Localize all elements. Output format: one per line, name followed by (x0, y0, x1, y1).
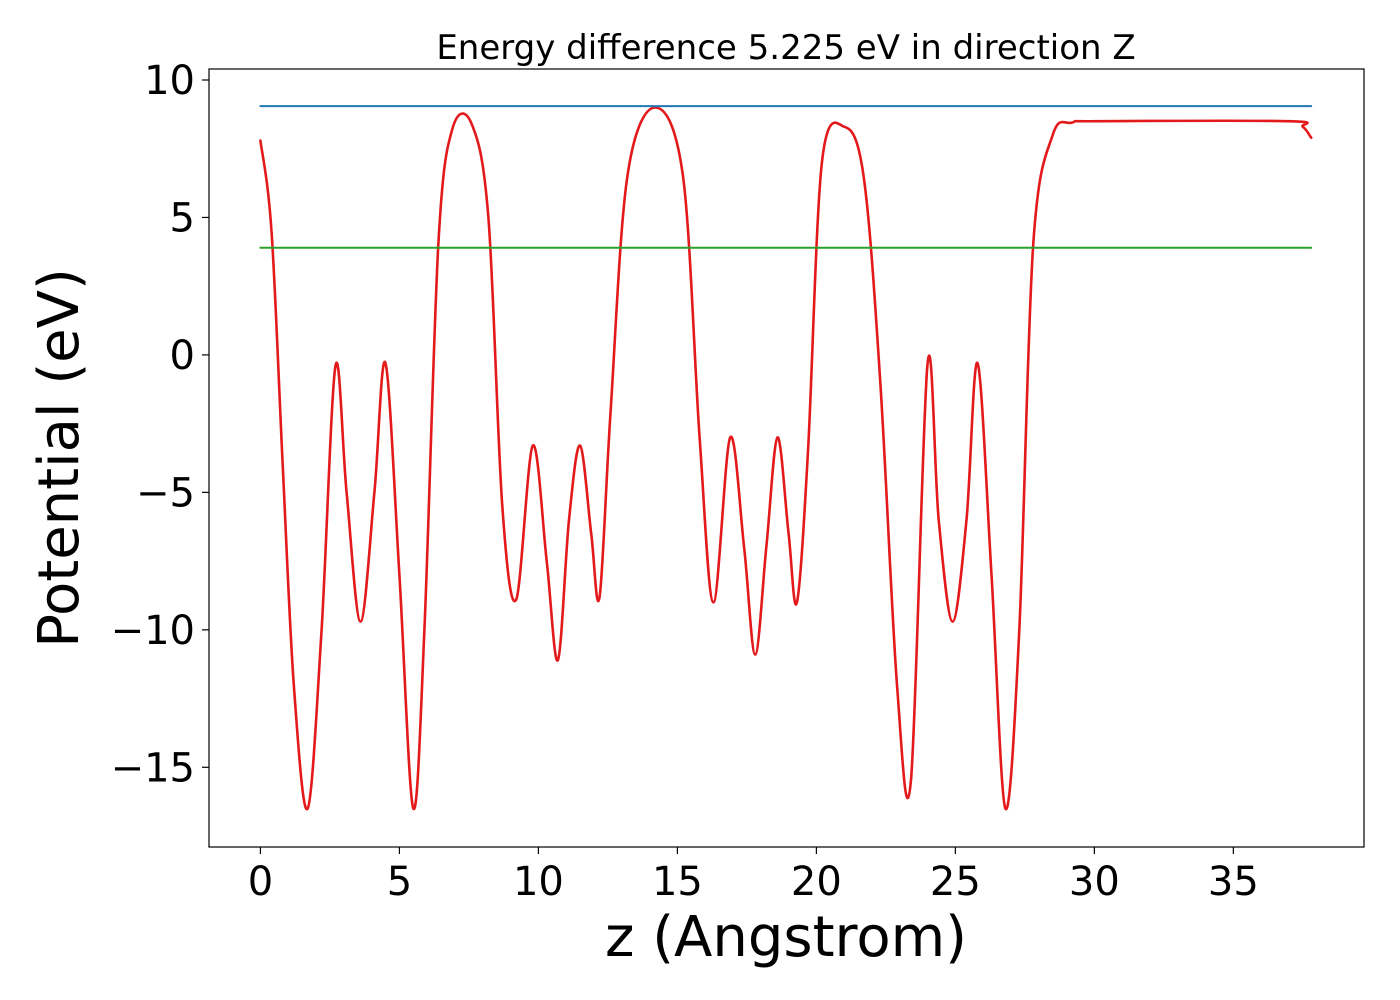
y-tick-label: −15 (111, 745, 195, 791)
series-line-potential (259, 106, 1313, 811)
chart-title: Energy difference 5.225 eV in direction … (436, 28, 1135, 68)
x-tick-label: 25 (930, 859, 981, 905)
plot-area (259, 105, 1313, 811)
plot-frame (208, 68, 1365, 848)
x-tick-label: 10 (513, 859, 564, 905)
y-tick-label: −5 (136, 470, 195, 516)
x-axis-label: z (Angstrom) (605, 905, 967, 970)
y-tick-label: 10 (144, 58, 195, 104)
y-tick-label: 5 (170, 195, 195, 241)
axes (208, 68, 1365, 848)
x-tick-label: 15 (652, 859, 703, 905)
y-tick-label: 0 (170, 333, 195, 379)
x-tick-label: 20 (791, 859, 842, 905)
x-tick-label: 35 (1208, 859, 1259, 905)
x-tick-label: 5 (387, 859, 412, 905)
x-tick-label: 30 (1069, 859, 1120, 905)
y-axis-ticks: 10 5 0 −5 −10 −15 (111, 58, 209, 791)
y-axis-label: Potential (eV) (27, 268, 92, 648)
y-tick-label: −10 (111, 608, 195, 654)
x-tick-label: 0 (248, 859, 273, 905)
x-axis-ticks: 0 5 10 15 20 25 30 35 (248, 847, 1259, 905)
